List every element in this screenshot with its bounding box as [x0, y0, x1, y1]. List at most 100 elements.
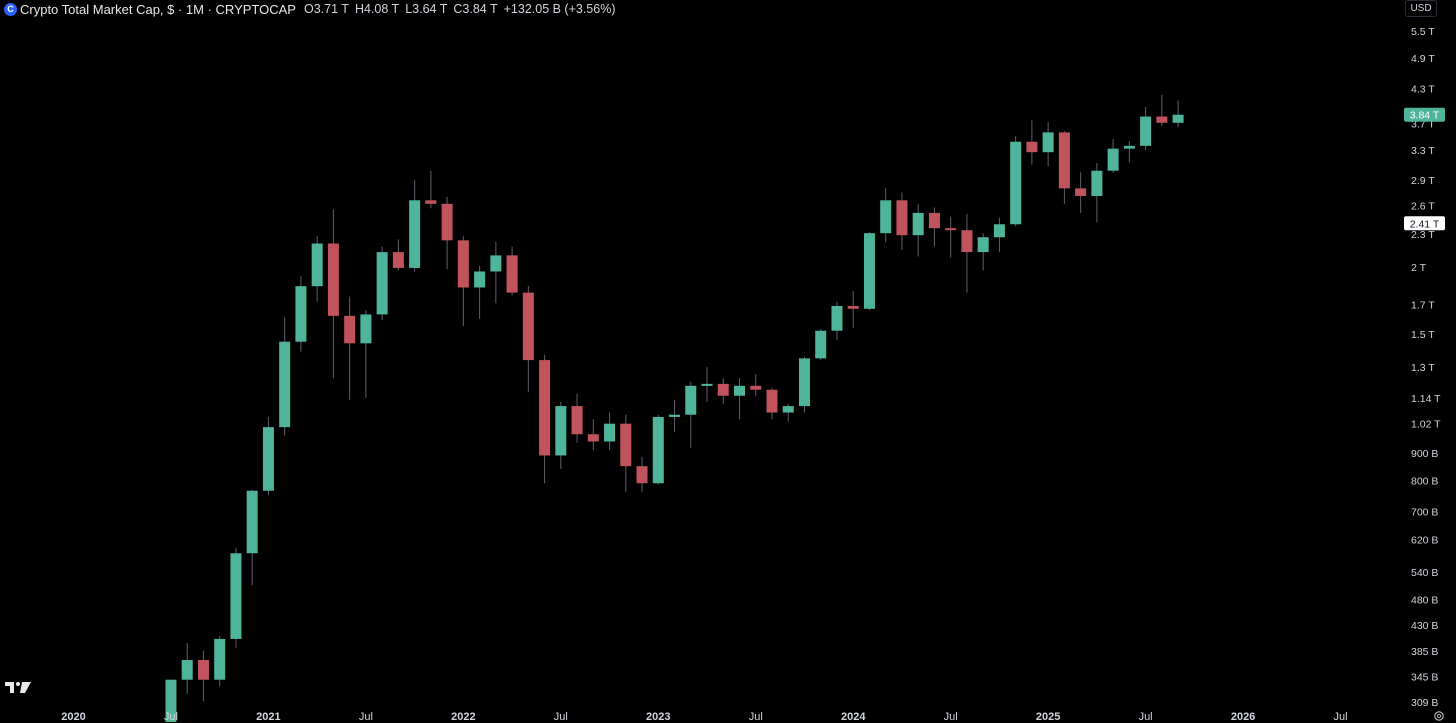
candle-body	[279, 341, 291, 428]
candle[interactable]	[636, 456, 648, 493]
candle[interactable]	[555, 401, 567, 469]
candle-body	[457, 240, 469, 288]
candle-body	[604, 423, 616, 442]
candle[interactable]	[863, 232, 875, 311]
candle[interactable]	[360, 310, 372, 398]
price-tick-label: 430 B	[1411, 620, 1438, 632]
price-tick-label: 700 B	[1411, 506, 1438, 518]
price-tick-label: 5.5 T	[1411, 26, 1435, 38]
candle[interactable]	[539, 354, 551, 484]
candle[interactable]	[847, 291, 859, 328]
time-tick-label: Jul	[554, 711, 568, 723]
candle[interactable]	[734, 378, 746, 420]
candle[interactable]	[230, 548, 242, 648]
candle[interactable]	[669, 399, 681, 432]
candle[interactable]	[571, 393, 583, 443]
candle[interactable]	[246, 489, 258, 586]
candle[interactable]	[652, 414, 664, 485]
candle[interactable]	[181, 643, 193, 694]
candle[interactable]	[993, 217, 1005, 253]
candle[interactable]	[474, 265, 486, 319]
candle-body	[993, 224, 1005, 238]
candle[interactable]	[409, 180, 421, 272]
candle[interactable]	[587, 419, 599, 451]
candle[interactable]	[1140, 106, 1152, 151]
settings-gear-icon[interactable]	[1433, 710, 1445, 722]
legend-change: +132.05 B (+3.56%)	[503, 2, 616, 16]
candle[interactable]	[961, 213, 973, 293]
candle[interactable]	[620, 414, 632, 493]
candle[interactable]	[1058, 131, 1070, 204]
tradingview-logo-icon[interactable]	[5, 680, 31, 694]
candle-body	[587, 434, 599, 442]
candle[interactable]	[896, 192, 908, 250]
candle[interactable]	[522, 286, 534, 392]
currency-button[interactable]: USD	[1405, 0, 1437, 17]
candle[interactable]	[490, 241, 502, 304]
candle[interactable]	[1091, 163, 1103, 223]
candle[interactable]	[392, 239, 404, 271]
price-tick-label: 1.7 T	[1411, 300, 1435, 312]
time-tick-label: 2020	[61, 711, 85, 723]
candle[interactable]	[279, 317, 291, 436]
price-tick-label: 309 B	[1411, 697, 1438, 709]
candle[interactable]	[262, 416, 274, 496]
candle[interactable]	[441, 196, 453, 270]
candle[interactable]	[344, 296, 356, 400]
candle[interactable]	[701, 367, 713, 402]
candle[interactable]	[1010, 136, 1022, 227]
candle-body	[262, 427, 274, 491]
candle[interactable]	[815, 329, 827, 361]
candle-body	[880, 200, 892, 234]
price-tick-label: 1.5 T	[1411, 329, 1435, 341]
candle[interactable]	[1075, 172, 1087, 213]
candle[interactable]	[311, 236, 323, 302]
candle[interactable]	[928, 207, 940, 247]
candle-body	[327, 243, 339, 316]
price-tick-label: 2.3 T	[1411, 229, 1435, 241]
candle[interactable]	[1123, 141, 1135, 163]
time-axis[interactable]: 2020 Jul 2021 Jul 2022 Jul 2023 Jul 2024 Jul 2025 J…	[61, 711, 1347, 723]
candle-body	[311, 243, 323, 287]
time-tick-label: Jul	[944, 711, 958, 723]
candle[interactable]	[1026, 120, 1038, 165]
candle[interactable]	[1156, 94, 1168, 126]
candle[interactable]	[798, 356, 810, 413]
candle[interactable]	[766, 387, 778, 420]
candle[interactable]	[604, 412, 616, 451]
candle[interactable]	[457, 236, 469, 327]
price-tick-label: 4.9 T	[1411, 53, 1435, 65]
candle-body	[1172, 114, 1184, 123]
candle[interactable]	[1172, 100, 1184, 128]
candle[interactable]	[165, 679, 177, 722]
candle-body	[506, 255, 518, 293]
candle[interactable]	[977, 233, 989, 271]
candle[interactable]	[197, 650, 209, 702]
candle[interactable]	[831, 301, 843, 341]
candle-body	[409, 200, 421, 268]
candle[interactable]	[327, 209, 339, 379]
candle-body	[214, 638, 226, 680]
candle[interactable]	[717, 378, 729, 404]
candle[interactable]	[214, 636, 226, 687]
symbol-title[interactable]: Crypto Total Market Cap, $ · 1M · CRYPTO…	[20, 1, 296, 17]
candle[interactable]	[912, 203, 924, 257]
svg-text:3.84 T: 3.84 T	[1410, 110, 1440, 122]
candle-body	[782, 406, 794, 413]
price-axis[interactable]: 5.5 T4.9 T4.3 T3.7 T3.3 T2.9 T2.6 T2.3 T…	[1411, 26, 1441, 709]
price-tick-label: 1.02 T	[1411, 419, 1441, 431]
candle[interactable]	[295, 276, 307, 352]
candle[interactable]	[506, 246, 518, 296]
legend-high: H4.08 T	[354, 2, 400, 16]
candle[interactable]	[750, 374, 762, 396]
candle[interactable]	[945, 216, 957, 258]
candle[interactable]	[425, 170, 437, 209]
candle[interactable]	[782, 403, 794, 422]
time-tick-label: Jul	[749, 711, 763, 723]
candle[interactable]	[1107, 139, 1119, 174]
candle[interactable]	[376, 246, 388, 321]
candle[interactable]	[880, 188, 892, 243]
candle[interactable]	[1042, 122, 1054, 167]
candle[interactable]	[685, 381, 697, 448]
